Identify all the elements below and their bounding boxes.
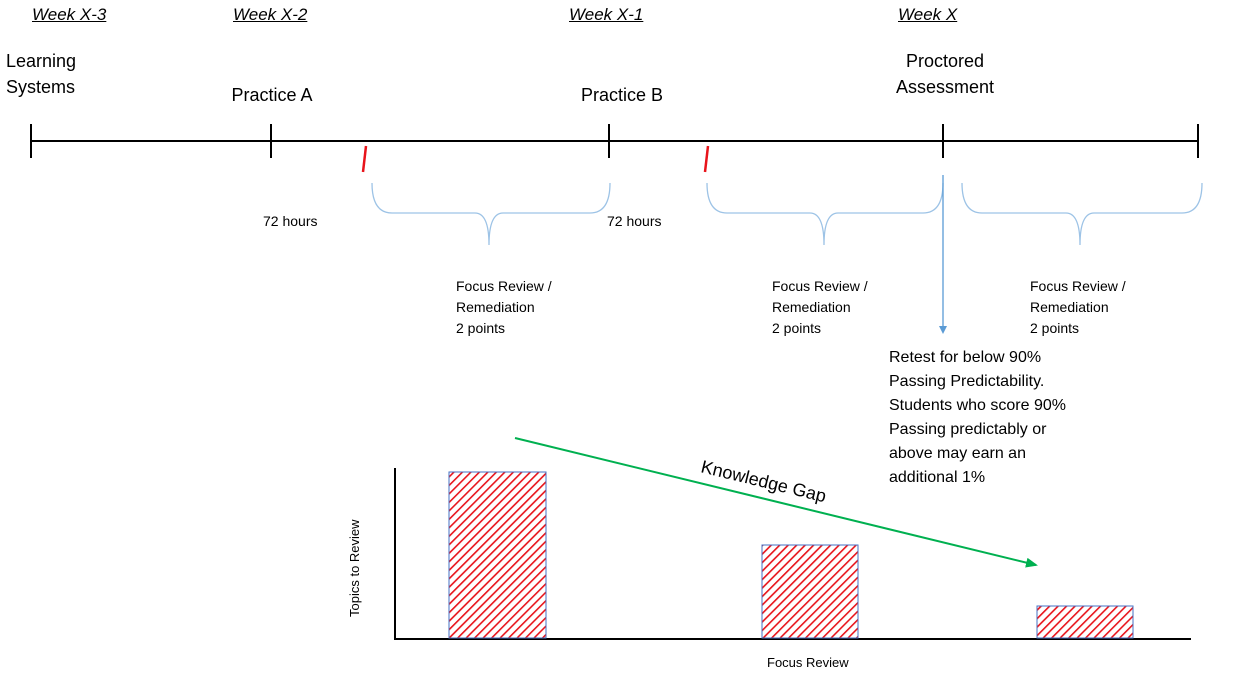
focus-review-1-line3: 2 points	[456, 320, 506, 336]
red-tick-after-practice-b	[703, 145, 710, 173]
milestone-learning-systems-line2: Systems	[6, 77, 76, 97]
bar-after-practice-a	[448, 471, 547, 639]
brace-focus-review-3	[961, 182, 1203, 246]
retest-line-2: Passing Predictability.	[889, 373, 1045, 390]
focus-review-3-line3: 2 points	[1030, 320, 1080, 336]
week-label-x1: Week X-1	[569, 5, 644, 24]
retest-line-1: Retest for below 90%	[889, 349, 1042, 366]
focus-review-block-3: Focus Review / Remediation 2 points	[1030, 276, 1126, 339]
focus-review-1-line2: Remediation	[456, 299, 535, 315]
bar-after-proctored	[1036, 605, 1134, 639]
focus-review-2-line1: Focus Review /	[772, 278, 868, 294]
retest-line-6: additional 1%	[889, 469, 986, 486]
milestone-practice-b: Practice B	[580, 85, 664, 105]
milestone-learning-systems-line1: Learning	[6, 51, 77, 71]
bar-after-practice-b	[761, 544, 859, 639]
wait-label-2: 72 hours	[607, 213, 662, 229]
retest-line-4: Passing predictably or	[889, 421, 1047, 438]
milestone-proctored-line1: Proctored	[905, 51, 985, 71]
knowledge-gap-arrow	[514, 437, 1038, 568]
chart-y-label: Topics to Review	[347, 519, 362, 617]
focus-review-1-line1: Focus Review /	[456, 278, 552, 294]
wait-label-1: 72 hours	[263, 213, 318, 229]
focus-review-block-1: Focus Review / Remediation 2 points	[456, 276, 552, 339]
chart-x-label: Focus Review	[767, 655, 849, 670]
week-label-x0: Week X	[898, 5, 958, 24]
milestone-proctored-line2: Assessment	[895, 77, 995, 97]
retest-line-3: Students who score 90%	[889, 397, 1066, 414]
week-label-x2: Week X-2	[233, 5, 308, 24]
focus-review-block-2: Focus Review / Remediation 2 points	[772, 276, 868, 339]
brace-focus-review-1	[371, 182, 611, 246]
milestone-proctored: Proctored Assessment	[880, 48, 1010, 100]
milestone-practice-a: Practice A	[231, 85, 313, 105]
week-label-x3: Week X-3	[32, 5, 107, 24]
focus-review-3-line1: Focus Review /	[1030, 278, 1126, 294]
retest-line-5: above may earn an	[889, 445, 1026, 462]
brace-focus-review-2	[706, 182, 944, 246]
focus-review-2-line2: Remediation	[772, 299, 851, 315]
focus-review-3-line2: Remediation	[1030, 299, 1109, 315]
milestone-learning-systems: Learning Systems	[6, 48, 96, 100]
focus-review-2-line3: 2 points	[772, 320, 822, 336]
retest-note: Retest for below 90% Passing Predictabil…	[889, 346, 1066, 490]
red-tick-after-practice-a	[361, 145, 368, 173]
